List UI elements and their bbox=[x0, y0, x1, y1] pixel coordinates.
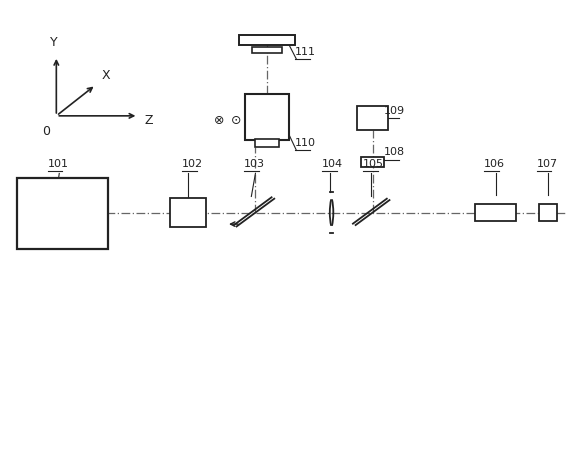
Bar bbox=[357, 106, 388, 130]
Bar bbox=[239, 35, 295, 45]
Text: Y: Y bbox=[49, 36, 57, 49]
Text: ⊙: ⊙ bbox=[231, 114, 242, 127]
Text: 107: 107 bbox=[537, 159, 558, 169]
Text: 103: 103 bbox=[244, 159, 265, 169]
Text: 101: 101 bbox=[48, 159, 69, 169]
Bar bbox=[539, 204, 557, 221]
Bar bbox=[17, 178, 108, 249]
Bar bbox=[475, 204, 516, 221]
Bar bbox=[362, 157, 384, 166]
Bar bbox=[245, 94, 289, 140]
Bar bbox=[255, 139, 279, 147]
Text: 104: 104 bbox=[322, 159, 343, 169]
Text: ⊗: ⊗ bbox=[214, 114, 224, 127]
Text: 109: 109 bbox=[384, 106, 406, 116]
Text: 105: 105 bbox=[363, 159, 383, 169]
Text: X: X bbox=[102, 69, 110, 82]
Text: 106: 106 bbox=[484, 159, 505, 169]
Text: 110: 110 bbox=[295, 138, 316, 148]
Text: 108: 108 bbox=[384, 147, 406, 157]
Text: 102: 102 bbox=[182, 159, 203, 169]
Bar bbox=[252, 47, 282, 53]
Text: Z: Z bbox=[144, 114, 153, 127]
Text: 0: 0 bbox=[42, 125, 50, 138]
Bar bbox=[170, 198, 206, 227]
Text: 111: 111 bbox=[295, 47, 316, 57]
